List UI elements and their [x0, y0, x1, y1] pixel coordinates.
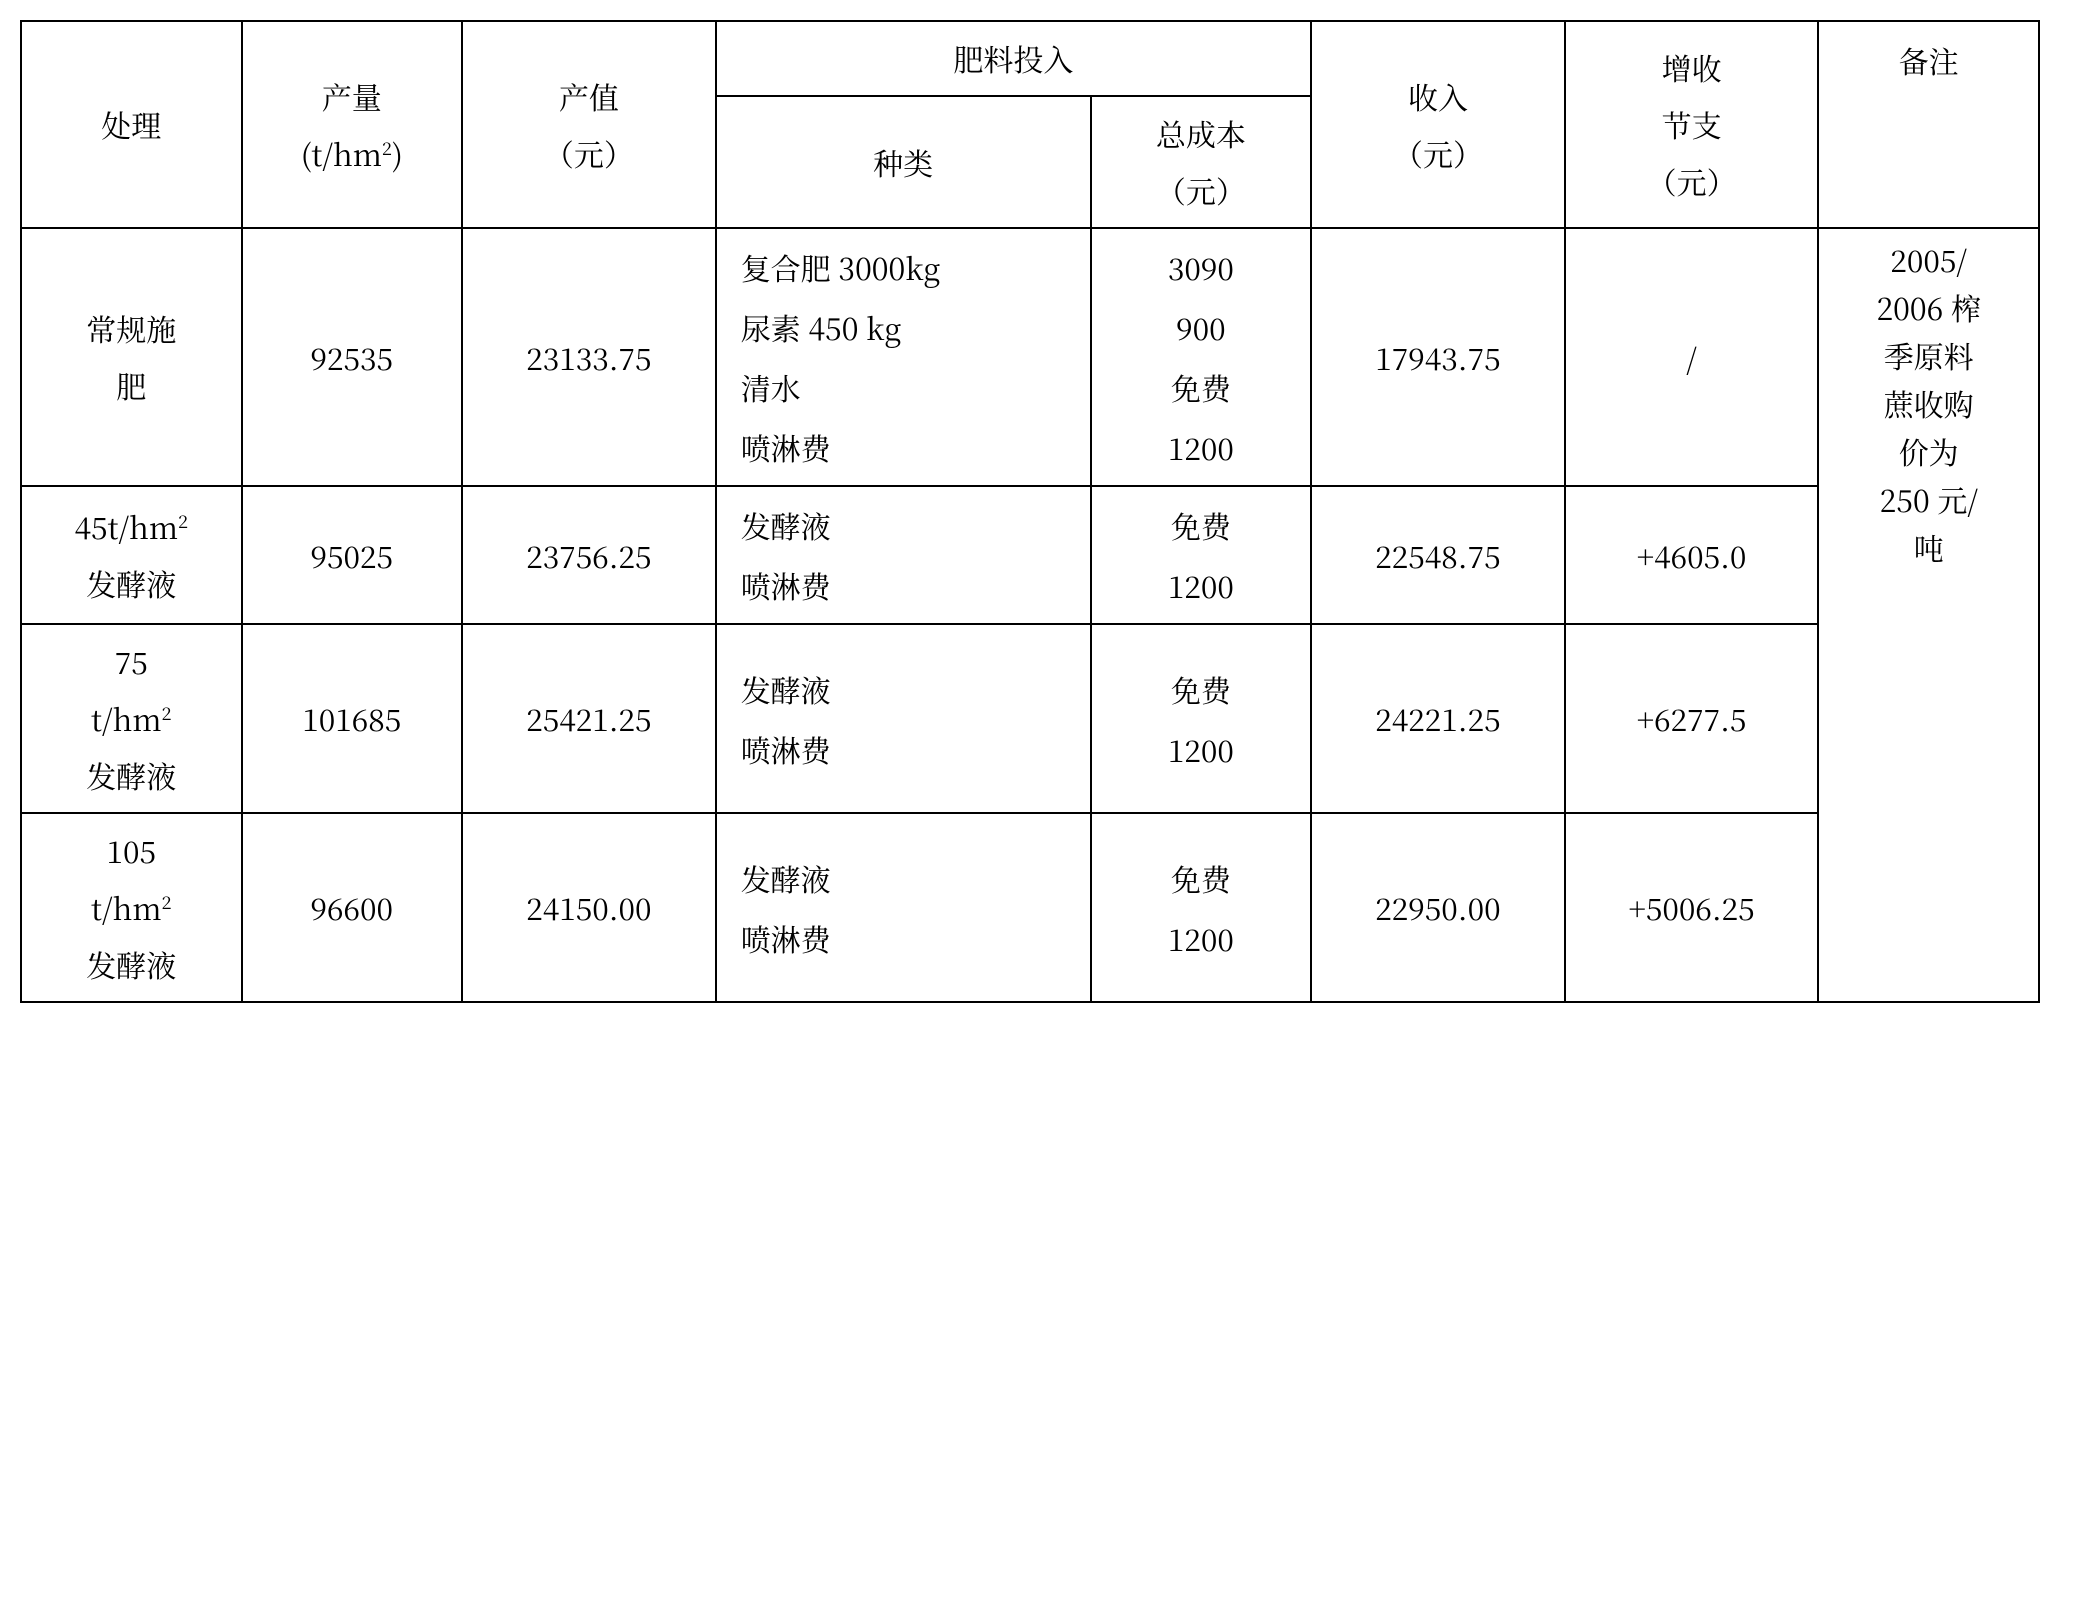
header-yield: 产量 (t/hm2) [242, 21, 463, 228]
header-income-unit: （元） [1318, 125, 1558, 182]
cell-output-value: 23133.75 [462, 228, 716, 486]
table-row: 75 t/hm2 发酵液 101685 25421.25 发酵液 喷淋费 免费 … [21, 624, 2039, 813]
cost-line: 900 [1098, 297, 1305, 357]
header-gain-label: 增收 [1572, 39, 1812, 96]
treatment-line: 发酵液 [28, 555, 235, 612]
cost-line: 免费 [1098, 357, 1305, 417]
cell-output-value: 23756.25 [462, 486, 716, 624]
header-income: 收入 （元） [1311, 21, 1565, 228]
cell-yield: 96600 [242, 813, 463, 1002]
note-line: 蔗收购 [1825, 379, 2032, 427]
treatment-line: t/hm2 [28, 879, 235, 936]
header-notes: 备注 [1818, 21, 2039, 228]
type-line: 发酵液 [741, 495, 1084, 555]
treatment-line: 肥 [28, 357, 235, 414]
header-fertilizer-type: 种类 [716, 96, 1091, 228]
treatment-line: 45t/hm2 [28, 498, 235, 555]
cell-income: 24221.25 [1311, 624, 1565, 813]
header-total-cost-label: 总成本 [1098, 105, 1305, 162]
header-output-value: 产值 （元） [462, 21, 716, 228]
note-line: 吨 [1825, 523, 2032, 571]
note-line: 2006 榨 [1825, 283, 2032, 331]
treatment-line: 发酵液 [28, 747, 235, 804]
type-line: 尿素 450 kg [741, 297, 1084, 357]
table-row: 常规施 肥 92535 23133.75 复合肥 3000kg 尿素 450 k… [21, 228, 2039, 486]
cost-line: 免费 [1098, 659, 1305, 719]
header-treatment: 处理 [21, 21, 242, 228]
table-row: 105 t/hm2 发酵液 96600 24150.00 发酵液 喷淋费 免费 … [21, 813, 2039, 1002]
treatment-line: t/hm2 [28, 690, 235, 747]
note-line: 2005/ [1825, 235, 2032, 283]
note-line: 250 元/ [1825, 475, 2032, 523]
cost-line: 1200 [1098, 417, 1305, 477]
header-output-value-unit: （元） [469, 125, 709, 182]
type-line: 清水 [741, 357, 1084, 417]
cell-treatment: 105 t/hm2 发酵液 [21, 813, 242, 1002]
cell-output-value: 25421.25 [462, 624, 716, 813]
treatment-line: 发酵液 [28, 936, 235, 993]
cell-costs: 免费 1200 [1091, 486, 1312, 624]
header-row-1: 处理 产量 (t/hm2) 产值 （元） 肥料投入 收入 （元） 增收 节支 （… [21, 21, 2039, 96]
cell-fertilizer-types: 发酵液 喷淋费 [716, 486, 1091, 624]
cost-line: 免费 [1098, 848, 1305, 908]
header-gain: 增收 节支 （元） [1565, 21, 1819, 228]
header-output-value-label: 产值 [469, 68, 709, 125]
header-gain-line2: 节支 [1572, 96, 1812, 153]
header-yield-label: 产量 [249, 68, 456, 125]
treatment-line: 常规施 [28, 300, 235, 357]
type-line: 喷淋费 [741, 417, 1084, 477]
cell-fertilizer-types: 发酵液 喷淋费 [716, 624, 1091, 813]
cell-income: 17943.75 [1311, 228, 1565, 486]
cell-income: 22950.00 [1311, 813, 1565, 1002]
cell-yield: 95025 [242, 486, 463, 624]
header-income-label: 收入 [1318, 68, 1558, 125]
cell-yield: 101685 [242, 624, 463, 813]
note-line: 季原料 [1825, 331, 2032, 379]
note-line: 价为 [1825, 427, 2032, 475]
cell-gain: +5006.25 [1565, 813, 1819, 1002]
type-line: 发酵液 [741, 848, 1084, 908]
cell-treatment: 75 t/hm2 发酵液 [21, 624, 242, 813]
header-yield-unit: (t/hm2) [249, 125, 456, 182]
type-line: 喷淋费 [741, 555, 1084, 615]
cell-fertilizer-types: 发酵液 喷淋费 [716, 813, 1091, 1002]
type-line: 喷淋费 [741, 719, 1084, 779]
treatment-line: 75 [28, 633, 235, 690]
type-line: 发酵液 [741, 659, 1084, 719]
cost-line: 免费 [1098, 495, 1305, 555]
cell-yield: 92535 [242, 228, 463, 486]
cell-gain: +6277.5 [1565, 624, 1819, 813]
cell-treatment: 45t/hm2 发酵液 [21, 486, 242, 624]
cell-notes: 2005/ 2006 榨 季原料 蔗收购 价为 250 元/ 吨 [1818, 228, 2039, 1002]
cost-line: 1200 [1098, 719, 1305, 779]
type-line: 复合肥 3000kg [741, 237, 1084, 297]
cell-gain: +4605.0 [1565, 486, 1819, 624]
cell-costs: 3090 900 免费 1200 [1091, 228, 1312, 486]
header-gain-unit: （元） [1572, 153, 1812, 210]
cell-fertilizer-types: 复合肥 3000kg 尿素 450 kg 清水 喷淋费 [716, 228, 1091, 486]
header-total-cost: 总成本 （元） [1091, 96, 1312, 228]
header-notes-label: 备注 [1899, 38, 1959, 82]
cell-costs: 免费 1200 [1091, 813, 1312, 1002]
cell-costs: 免费 1200 [1091, 624, 1312, 813]
cell-output-value: 24150.00 [462, 813, 716, 1002]
type-line: 喷淋费 [741, 908, 1084, 968]
cell-treatment: 常规施 肥 [21, 228, 242, 486]
table-row: 45t/hm2 发酵液 95025 23756.25 发酵液 喷淋费 免费 12… [21, 486, 2039, 624]
cell-income: 22548.75 [1311, 486, 1565, 624]
header-total-cost-unit: （元） [1098, 162, 1305, 219]
cost-line: 1200 [1098, 555, 1305, 615]
fertilizer-economics-table: 处理 产量 (t/hm2) 产值 （元） 肥料投入 收入 （元） 增收 节支 （… [20, 20, 2040, 1003]
cost-line: 3090 [1098, 237, 1305, 297]
cost-line: 1200 [1098, 908, 1305, 968]
cell-gain: / [1565, 228, 1819, 486]
header-treatment-label: 处理 [101, 102, 161, 146]
header-fertilizer-input: 肥料投入 [716, 21, 1311, 96]
treatment-line: 105 [28, 822, 235, 879]
